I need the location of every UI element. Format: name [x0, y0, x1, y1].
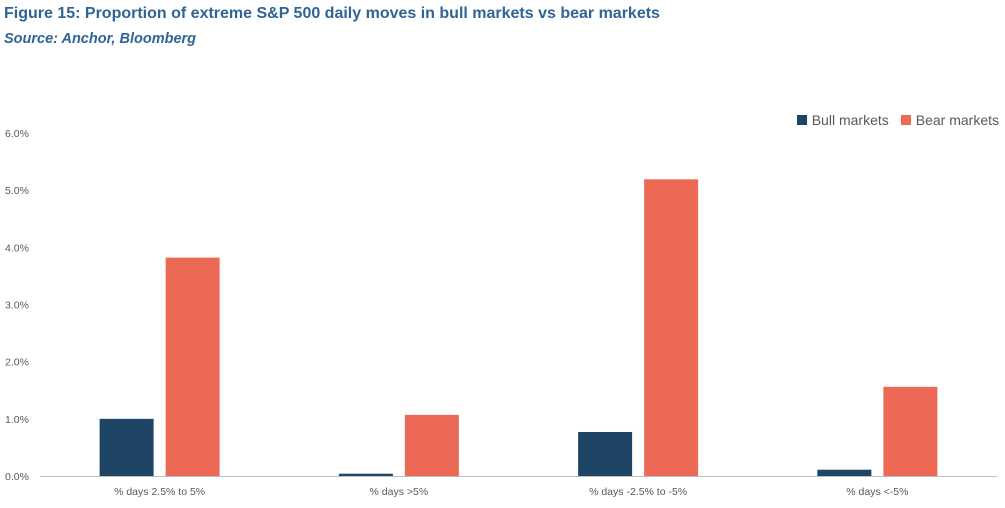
legend-label-bear: Bear markets [915, 112, 999, 128]
y-tick-label: 2.0% [5, 357, 29, 369]
y-tick-label: 1.0% [5, 414, 29, 426]
x-tick-label: % days -2.5% to -5% [589, 486, 687, 498]
bar-bull [99, 418, 154, 476]
x-tick-label: % days >5% [370, 486, 429, 498]
y-tick-label: 0.0% [5, 471, 29, 483]
y-tick-label: 5.0% [5, 185, 29, 197]
y-tick-label: 3.0% [5, 300, 29, 312]
x-tick-label: % days 2.5% to 5% [114, 486, 205, 498]
bar-bull [817, 469, 872, 476]
legend-swatch-bear [900, 115, 911, 125]
figure-source: Source: Anchor, Bloomberg [4, 31, 197, 47]
legend-swatch-bull [796, 115, 807, 125]
legend-label-bull: Bull markets [811, 112, 889, 128]
bar-bear [883, 386, 938, 476]
y-tick-label: 6.0% [5, 128, 29, 140]
bar-bear [644, 179, 699, 476]
legend-item-bull: Bull markets [796, 112, 889, 128]
chart-legend: Bull markets Bear markets [785, 112, 999, 128]
bar-bear [404, 414, 459, 476]
figure-title: Figure 15: Proportion of extreme S&P 500… [4, 5, 660, 22]
bar-bear [165, 257, 220, 476]
bar-bull [338, 473, 393, 476]
legend-item-bear: Bear markets [900, 112, 999, 128]
bar-bull [578, 431, 633, 476]
x-tick-label: % days <-5% [846, 486, 908, 498]
y-tick-label: 4.0% [5, 242, 29, 254]
